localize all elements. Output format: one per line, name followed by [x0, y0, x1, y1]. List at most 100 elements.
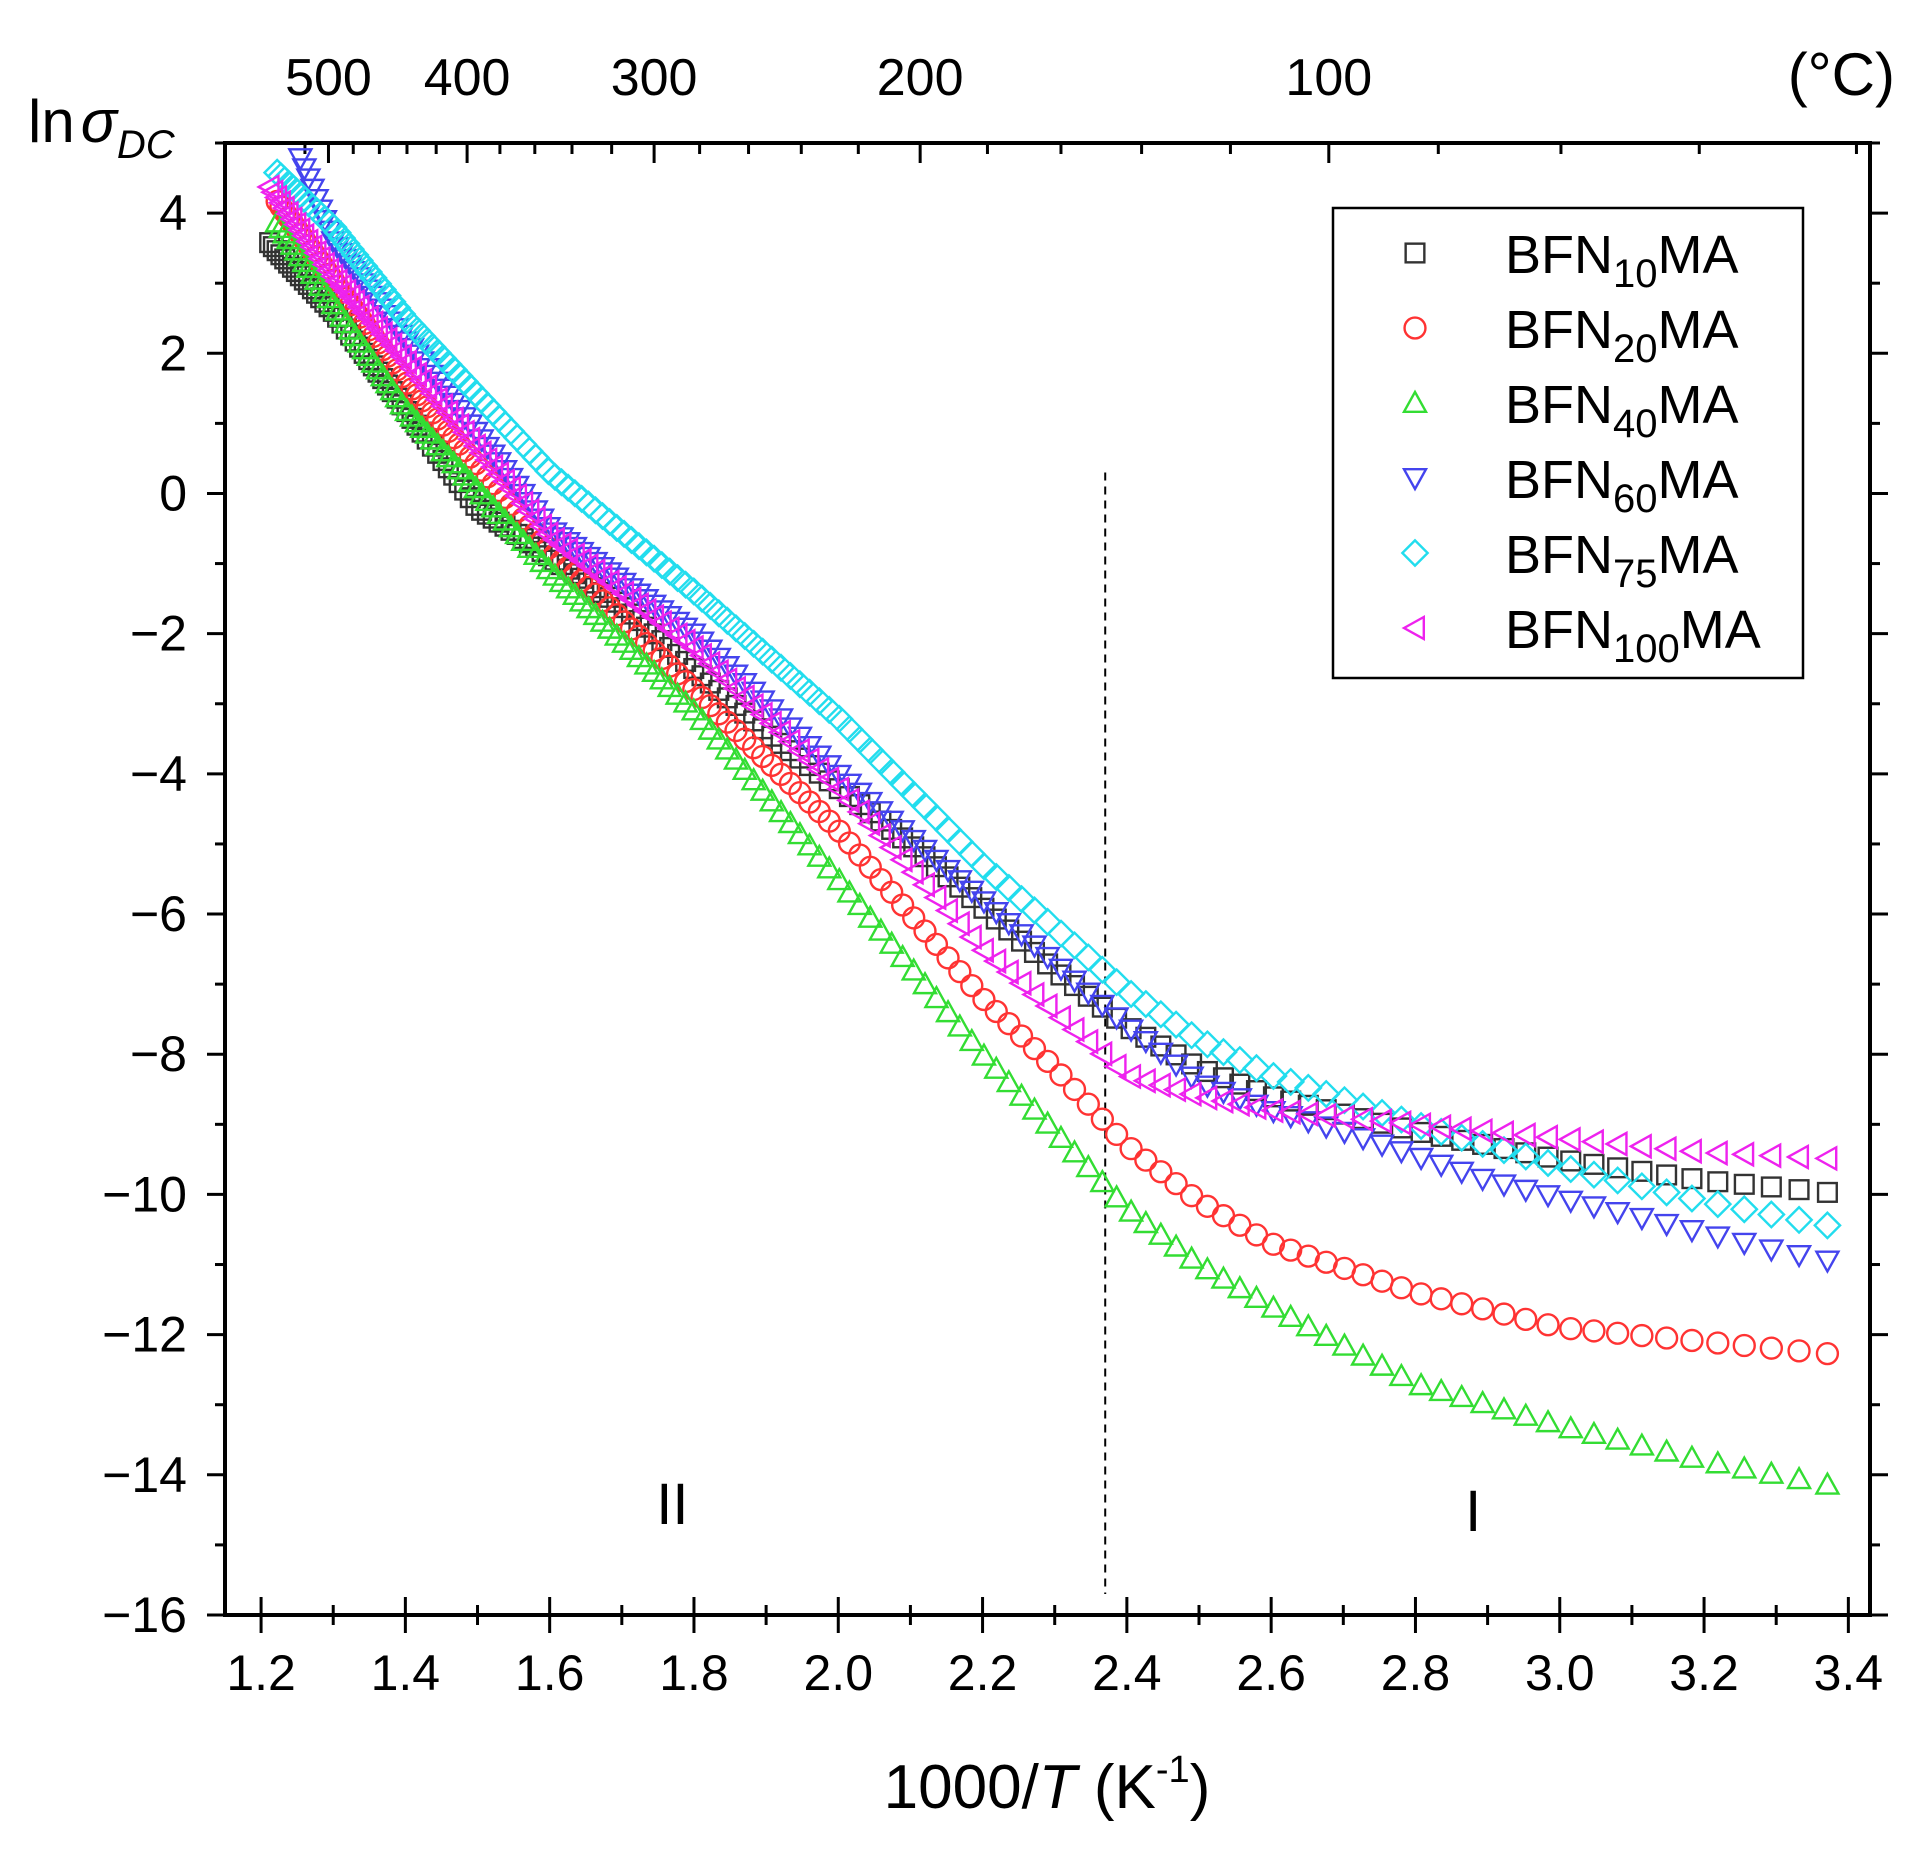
data-point: [1260, 1294, 1287, 1318]
x-axis-title-unit-close: ): [1190, 1753, 1211, 1822]
data-point: [1063, 974, 1086, 997]
data-point: [1313, 1322, 1340, 1346]
legend-label: BFN60MA: [1505, 450, 1739, 521]
data-point: [705, 726, 732, 750]
y-tick-label: −14: [102, 1447, 187, 1503]
data-point: [1758, 1239, 1785, 1263]
data-point: [1389, 1276, 1414, 1300]
x-tick-label: 2.8: [1381, 1645, 1451, 1701]
data-point: [985, 908, 1007, 930]
data-point: [446, 399, 473, 424]
data-point: [867, 917, 894, 941]
data-point: [664, 611, 691, 636]
data-point: [846, 891, 873, 916]
data-point: [1492, 1302, 1516, 1326]
data-point: [1147, 1221, 1174, 1245]
legend-label: BFN10MA: [1505, 225, 1739, 296]
data-point: [814, 695, 844, 725]
data-point: [1448, 1161, 1475, 1186]
legend-label-base: BFN: [1505, 375, 1613, 435]
legend-label-suffix: MA: [1680, 600, 1761, 660]
data-point: [1209, 1037, 1238, 1067]
data-point: [1408, 1147, 1435, 1172]
data-point: [958, 1027, 985, 1052]
data-point: [429, 437, 457, 462]
data-point: [1580, 1196, 1607, 1220]
data-point: [393, 397, 421, 422]
data-point: [1049, 1063, 1073, 1087]
data-point: [398, 355, 422, 382]
data-point: [889, 846, 913, 873]
data-point: [1680, 1328, 1704, 1353]
data-point: [346, 293, 370, 321]
data-point: [1047, 1004, 1071, 1031]
x-axis-title: 1000/T (K-1): [884, 1749, 1211, 1822]
data-point: [1448, 1383, 1475, 1408]
data-point: [1060, 931, 1089, 960]
data-point: [1369, 1134, 1396, 1158]
data-point: [480, 444, 507, 468]
data-point: [731, 756, 758, 780]
data-point: [1146, 999, 1176, 1029]
data-point: [922, 884, 947, 911]
data-point: [698, 693, 722, 718]
data-point: [1311, 1079, 1341, 1109]
top-tick-label: 500: [285, 49, 372, 107]
legend-label-sub: 40: [1613, 402, 1658, 446]
data-point: [1428, 1377, 1455, 1402]
legend-marker: [1401, 614, 1426, 642]
x-tick-label: 3.2: [1669, 1645, 1739, 1701]
legend-label-sub: 10: [1613, 252, 1658, 296]
data-point: [457, 468, 484, 492]
data-point: [958, 924, 982, 951]
data-point: [486, 452, 513, 476]
legend-label-base: BFN: [1505, 300, 1613, 360]
data-point: [1061, 1139, 1088, 1163]
data-point: [1350, 1128, 1377, 1152]
data-point: [1603, 1166, 1632, 1195]
y-axis-title: ln σDC: [28, 88, 176, 167]
data-point: [713, 667, 738, 694]
data-point: [462, 474, 489, 499]
data-point: [1102, 967, 1131, 997]
data-point: [913, 919, 937, 943]
data-point: [826, 866, 853, 891]
x-tick-labels: 1.2 1.4 1.6 1.8 2.0 2.2 2.4 2.6 2.8 3.0 3.2 3.4: [226, 1645, 1883, 1701]
data-point: [890, 893, 915, 917]
data-point: [1089, 1168, 1116, 1193]
data-point: [995, 912, 1022, 937]
data-point: [1149, 1160, 1173, 1184]
legend-marker: [1401, 468, 1429, 492]
data-point: [740, 766, 767, 791]
data-point: [1731, 1455, 1758, 1479]
data-point: [1162, 1076, 1187, 1103]
data-point: [1134, 1148, 1158, 1172]
data-point: [1034, 1110, 1061, 1134]
data-point: [934, 897, 959, 924]
y-tick-label: 4: [159, 185, 187, 241]
data-point: [1021, 935, 1048, 959]
data-point: [359, 309, 384, 337]
data-point: [374, 326, 398, 353]
data-point: [1678, 1220, 1705, 1244]
data-point: [1707, 1171, 1729, 1193]
data-point: [1075, 982, 1102, 1006]
data-point: [804, 686, 834, 716]
data-point: [1704, 1449, 1731, 1474]
data-point: [1147, 1072, 1171, 1099]
series-BFN40MA: [264, 209, 1841, 1495]
data-point: [1490, 1119, 1514, 1146]
data-point: [1195, 1194, 1220, 1218]
data-point: [393, 349, 417, 376]
data-point: [434, 399, 459, 426]
legend-label-suffix: MA: [1658, 450, 1739, 510]
data-point: [589, 563, 613, 590]
data-point: [998, 919, 1020, 941]
data-point: [1179, 1184, 1204, 1208]
data-point: [1656, 1164, 1678, 1186]
data-point: [1349, 1106, 1374, 1133]
data-point: [1007, 884, 1036, 914]
data-point: [696, 650, 721, 677]
data-point: [1678, 1138, 1702, 1165]
data-point: [1703, 1189, 1733, 1219]
